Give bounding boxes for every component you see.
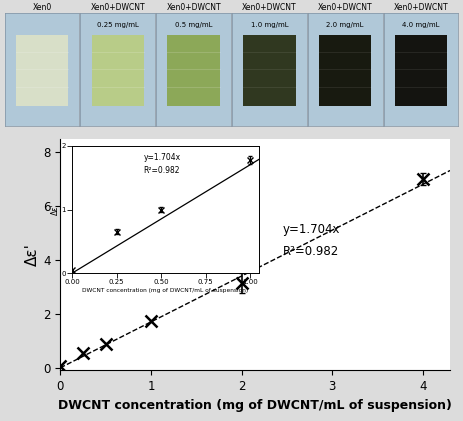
Text: Xen0+DWCNT: Xen0+DWCNT	[393, 3, 447, 12]
Text: Xen0+DWCNT: Xen0+DWCNT	[90, 3, 145, 12]
FancyBboxPatch shape	[319, 35, 370, 106]
Text: 0.5 mg/mL: 0.5 mg/mL	[175, 22, 212, 28]
FancyBboxPatch shape	[243, 35, 295, 106]
Text: 0.25 mg/mL: 0.25 mg/mL	[97, 22, 138, 28]
Y-axis label: Δε': Δε'	[25, 243, 40, 266]
Text: Xen0+DWCNT: Xen0+DWCNT	[242, 3, 296, 12]
Text: 4.0 mg/mL: 4.0 mg/mL	[401, 22, 439, 28]
Text: 2.0 mg/mL: 2.0 mg/mL	[326, 22, 363, 28]
FancyBboxPatch shape	[16, 35, 68, 106]
Text: R²=0.982: R²=0.982	[282, 245, 338, 258]
Text: 1.0 mg/mL: 1.0 mg/mL	[250, 22, 288, 28]
Text: Xen0: Xen0	[32, 3, 51, 12]
FancyBboxPatch shape	[394, 35, 446, 106]
Text: Xen0+DWCNT: Xen0+DWCNT	[317, 3, 372, 12]
Text: y=1.704x: y=1.704x	[282, 223, 339, 236]
Text: Xen0+DWCNT: Xen0+DWCNT	[166, 3, 220, 12]
FancyBboxPatch shape	[92, 35, 144, 106]
FancyBboxPatch shape	[167, 35, 219, 106]
X-axis label: DWCNT concentration (mg of DWCNT/mL of suspension): DWCNT concentration (mg of DWCNT/mL of s…	[58, 399, 451, 412]
